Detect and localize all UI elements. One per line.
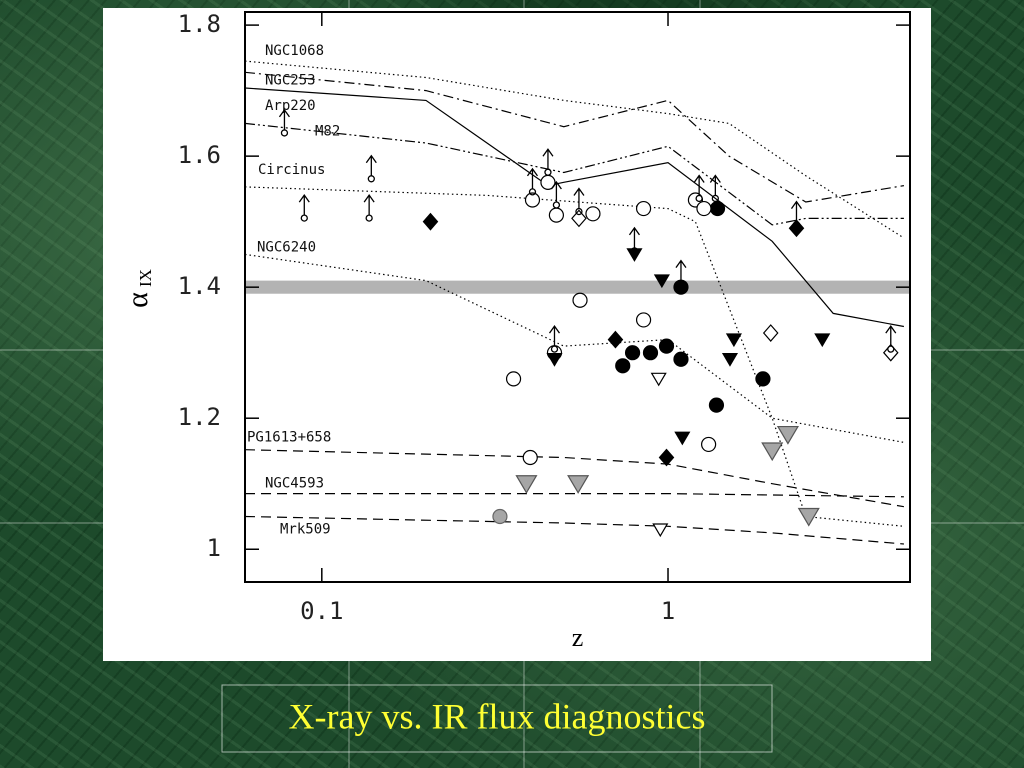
data-point: [505, 371, 522, 387]
upper-limit-arrow: [365, 154, 377, 183]
caption: X-ray vs. IR flux diagnostics: [289, 696, 706, 736]
line-label: M82: [315, 123, 340, 139]
plot: 1 1.2 1.4 1.6 1.8 0.1 1 z α IX NGC1068 NGC253 Arp220…: [121, 10, 911, 652]
template-line: [244, 87, 905, 328]
data-point: [674, 431, 691, 446]
y-tick-label: 1.6: [178, 141, 221, 169]
y-tick-label: 1.4: [178, 272, 221, 300]
upper-limit-arrow: [363, 193, 375, 222]
data-point: [585, 206, 601, 222]
line-label: NGC1068: [265, 43, 324, 59]
data-point: [721, 353, 739, 367]
y-tick-label: 1.2: [178, 403, 221, 431]
upper-limit-arrow: [885, 325, 897, 353]
line-label: Arp220: [265, 98, 316, 114]
data-point: [546, 353, 563, 367]
line-label: NGC4593: [265, 476, 324, 492]
y-tick-label: 1.8: [178, 10, 221, 38]
data-point: [635, 312, 652, 328]
data-point: [548, 207, 564, 223]
upper-limit-arrow: [693, 174, 705, 203]
data-point: [797, 507, 820, 527]
data-point: [635, 200, 652, 217]
data-point: [762, 324, 779, 342]
y-axis-label-sub: IX: [136, 269, 155, 287]
data-point: [571, 209, 587, 228]
data-point: [761, 442, 784, 462]
data-point: [522, 449, 538, 466]
data-point: [642, 345, 659, 361]
data-point: [652, 523, 669, 538]
data-point: [755, 371, 771, 387]
data-point: [567, 475, 590, 494]
data-point: [572, 292, 588, 308]
line-label: Mrk509: [280, 521, 331, 537]
line-label: Circinus: [258, 162, 325, 178]
data-point: [658, 338, 675, 354]
data-point: [492, 508, 508, 525]
data-point: [709, 200, 726, 217]
data-point: [658, 448, 675, 467]
data-point: [776, 425, 799, 445]
upper-limit-arrow: [548, 325, 561, 353]
data-point: [624, 345, 641, 361]
data-point: [673, 351, 689, 367]
y-axis-label: α: [121, 292, 154, 308]
data-point: [422, 212, 439, 231]
data-point: [650, 372, 667, 387]
upper-limit-arrow: [628, 226, 640, 255]
y-tick-label: 1: [207, 534, 221, 562]
data-point: [725, 333, 742, 348]
template-line: [244, 515, 904, 545]
upper-limit-arrow: [709, 174, 721, 203]
upper-limit-arrow: [790, 200, 803, 229]
data-point: [515, 475, 538, 494]
line-label: NGC6240: [257, 239, 316, 255]
data-point: [701, 436, 717, 453]
template-line: [244, 60, 905, 239]
data-point: [524, 192, 541, 208]
x-axis-label: z: [572, 623, 584, 652]
caption-box: [221, 684, 773, 753]
data-point: [696, 200, 712, 217]
upper-limit-arrow: [278, 108, 290, 137]
data-point: [653, 274, 670, 289]
upper-limit-arrow: [542, 148, 554, 176]
chart-panel: [103, 8, 931, 661]
upper-limit-arrow: [550, 180, 562, 209]
upper-limit-arrow: [573, 187, 585, 216]
line-label: NGC253: [265, 72, 316, 88]
plot-frame: [244, 11, 911, 583]
upper-limit-arrow: [675, 259, 687, 288]
x-tick-label: 1: [661, 597, 675, 625]
line-label: PG1613+658: [247, 430, 331, 446]
template-line: [245, 493, 904, 498]
reference-band: [245, 280, 910, 294]
data-point: [607, 330, 624, 349]
data-point: [708, 397, 725, 413]
data-point: [615, 358, 631, 374]
upper-limit-arrow: [526, 167, 539, 196]
template-line: [244, 71, 904, 203]
x-tick-label: 0.1: [300, 597, 343, 625]
data-point: [814, 333, 831, 348]
upper-limit-arrow: [298, 193, 310, 222]
